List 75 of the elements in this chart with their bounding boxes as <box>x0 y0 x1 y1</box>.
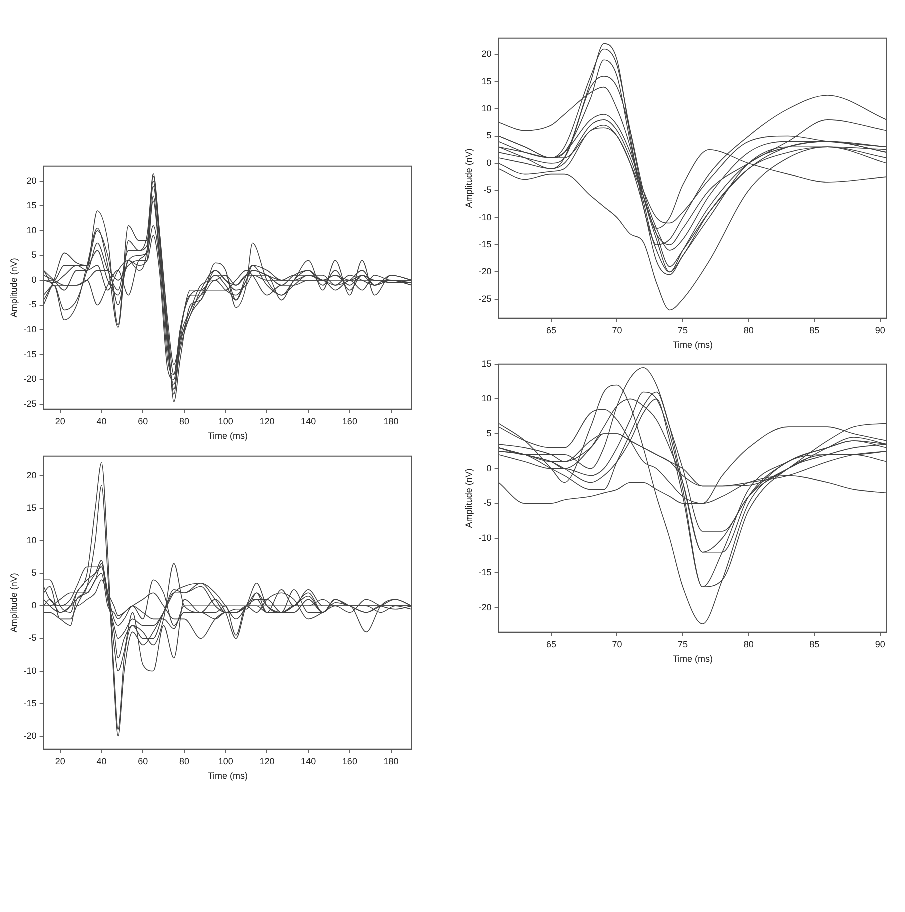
y-axis-title: Amplitude (nV) <box>8 573 19 633</box>
x-tick-label: 75 <box>678 639 688 650</box>
x-axis-title: Time (ms) <box>672 340 713 350</box>
x-tick-label: 20 <box>55 416 66 426</box>
x-tick-label: 120 <box>260 756 275 766</box>
y-tick-label: -10 <box>478 532 492 543</box>
y-tick-label: -25 <box>24 398 37 409</box>
y-tick-label: 0 <box>32 274 37 285</box>
y-tick-label: 15 <box>26 200 37 211</box>
x-tick-label: 85 <box>810 639 820 650</box>
x-tick-label: 65 <box>546 325 556 336</box>
y-tick-label: 10 <box>26 536 37 546</box>
y-tick-label: 20 <box>26 176 37 186</box>
y-tick-label: 15 <box>482 358 492 369</box>
y-tick-label: 5 <box>32 250 37 260</box>
y-axis-title: Amplitude (nV) <box>464 148 474 208</box>
y-tick-label: 15 <box>482 76 492 86</box>
x-tick-label: 100 <box>218 756 234 766</box>
y-tick-label: -10 <box>24 666 37 676</box>
x-tick-label: 80 <box>744 639 754 650</box>
y-tick-label: 5 <box>486 428 492 438</box>
x-tick-label: 90 <box>875 639 886 650</box>
x-tick-label: 80 <box>179 756 190 766</box>
y-tick-label: -15 <box>478 568 492 578</box>
y-tick-label: -20 <box>24 374 37 384</box>
x-tick-label: 60 <box>138 756 148 766</box>
x-tick-label: 180 <box>384 756 399 766</box>
x-axis-title: Time (ms) <box>208 771 248 782</box>
y-tick-label: -5 <box>28 633 37 644</box>
y-tick-label: -25 <box>478 294 492 304</box>
x-axis-title: Time (ms) <box>672 654 713 664</box>
x-tick-label: 120 <box>260 416 275 426</box>
x-tick-label: 20 <box>55 756 66 766</box>
y-tick-label: 20 <box>482 49 492 60</box>
x-tick-label: 160 <box>342 756 358 766</box>
y-tick-label: 5 <box>486 130 492 141</box>
y-tick-label: 0 <box>486 463 492 474</box>
x-tick-label: 140 <box>301 756 316 766</box>
y-tick-label: -5 <box>484 498 492 508</box>
y-tick-label: 20 <box>26 470 37 480</box>
x-tick-label: 90 <box>875 325 886 336</box>
y-tick-label: -15 <box>24 698 37 708</box>
y-tick-label: 0 <box>486 158 492 168</box>
y-tick-label: -20 <box>478 266 492 277</box>
x-tick-label: 60 <box>138 416 148 426</box>
y-tick-label: 10 <box>482 104 492 114</box>
x-axis-title: Time (ms) <box>208 431 248 442</box>
y-tick-label: -10 <box>24 324 37 335</box>
y-tick-label: 10 <box>26 225 37 236</box>
x-tick-label: 40 <box>96 756 107 766</box>
x-tick-label: 65 <box>546 639 556 650</box>
x-tick-label: 80 <box>179 416 190 426</box>
x-tick-label: 160 <box>342 416 358 426</box>
y-tick-label: 5 <box>32 568 37 578</box>
y-tick-label: 10 <box>482 394 492 404</box>
y-axis-title: Amplitude (nV) <box>8 258 19 318</box>
x-tick-label: 40 <box>96 416 107 426</box>
y-tick-label: -20 <box>24 730 37 741</box>
y-axis-title: Amplitude (nV) <box>464 468 474 528</box>
y-tick-label: 15 <box>26 502 37 513</box>
x-tick-label: 70 <box>612 639 622 650</box>
x-tick-label: 140 <box>301 416 316 426</box>
y-tick-label: -5 <box>28 300 37 310</box>
x-tick-label: 85 <box>810 325 820 336</box>
x-tick-label: 70 <box>612 325 622 336</box>
x-tick-label: 75 <box>678 325 688 336</box>
y-tick-label: -20 <box>478 602 492 613</box>
y-tick-label: -10 <box>478 212 492 222</box>
y-tick-label: 0 <box>32 600 37 611</box>
y-tick-label: -15 <box>24 349 37 360</box>
y-tick-label: -5 <box>484 185 492 196</box>
x-tick-label: 180 <box>384 416 399 426</box>
x-tick-label: 100 <box>218 416 234 426</box>
x-tick-label: 80 <box>744 325 754 336</box>
y-tick-label: -15 <box>478 239 492 250</box>
